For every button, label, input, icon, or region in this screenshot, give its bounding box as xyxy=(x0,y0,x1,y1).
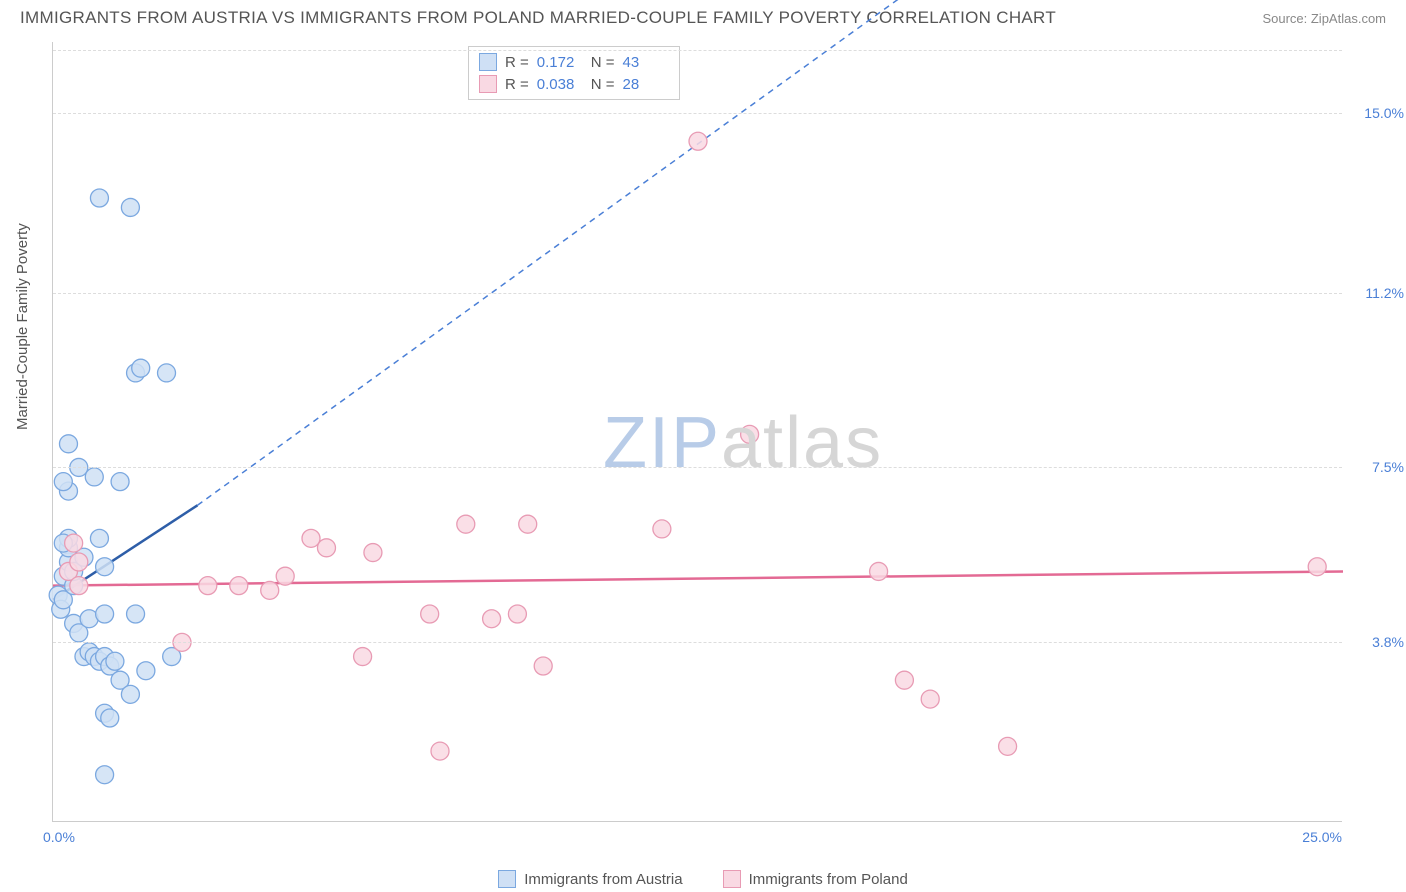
legend-label-poland: Immigrants from Poland xyxy=(749,871,908,888)
y-tick-label: 7.5% xyxy=(1372,459,1404,475)
swatch-austria xyxy=(479,53,497,71)
n-label-2: N = xyxy=(591,76,615,93)
chart-title: IMMIGRANTS FROM AUSTRIA VS IMMIGRANTS FR… xyxy=(20,8,1056,28)
y-tick-label: 3.8% xyxy=(1372,634,1404,650)
bottom-legend: Immigrants from Austria Immigrants from … xyxy=(0,870,1406,888)
legend-swatch-austria xyxy=(498,870,516,888)
x-tick-min: 0.0% xyxy=(43,829,75,845)
n-label: N = xyxy=(591,54,615,71)
gridline xyxy=(53,113,1342,114)
gridline xyxy=(53,50,1342,51)
legend-label-austria: Immigrants from Austria xyxy=(524,871,682,888)
x-tick-max: 25.0% xyxy=(1302,829,1342,845)
stats-legend-box: R = 0.172 N = 43 R = 0.038 N = 28 xyxy=(468,46,680,100)
y-axis-label: Married-Couple Family Poverty xyxy=(14,223,31,430)
r-value-austria: 0.172 xyxy=(537,54,583,71)
gridline xyxy=(53,642,1342,643)
gridline xyxy=(53,293,1342,294)
n-value-austria: 43 xyxy=(623,54,669,71)
r-value-poland: 0.038 xyxy=(537,76,583,93)
swatch-poland xyxy=(479,75,497,93)
source-label: Source: ZipAtlas.com xyxy=(1262,11,1386,26)
gridline xyxy=(53,467,1342,468)
scatter-svg xyxy=(53,42,1342,821)
stats-row-poland: R = 0.038 N = 28 xyxy=(479,73,669,95)
legend-item-austria: Immigrants from Austria xyxy=(498,870,682,888)
legend-swatch-poland xyxy=(723,870,741,888)
y-tick-label: 15.0% xyxy=(1364,105,1404,121)
r-label-2: R = xyxy=(505,76,529,93)
header: IMMIGRANTS FROM AUSTRIA VS IMMIGRANTS FR… xyxy=(0,0,1406,32)
r-label: R = xyxy=(505,54,529,71)
legend-item-poland: Immigrants from Poland xyxy=(723,870,908,888)
n-value-poland: 28 xyxy=(623,76,669,93)
chart-plot-area: ZIPatlas R = 0.172 N = 43 R = 0.038 N = … xyxy=(52,42,1342,822)
y-tick-label: 11.2% xyxy=(1365,285,1404,301)
stats-row-austria: R = 0.172 N = 43 xyxy=(479,51,669,73)
